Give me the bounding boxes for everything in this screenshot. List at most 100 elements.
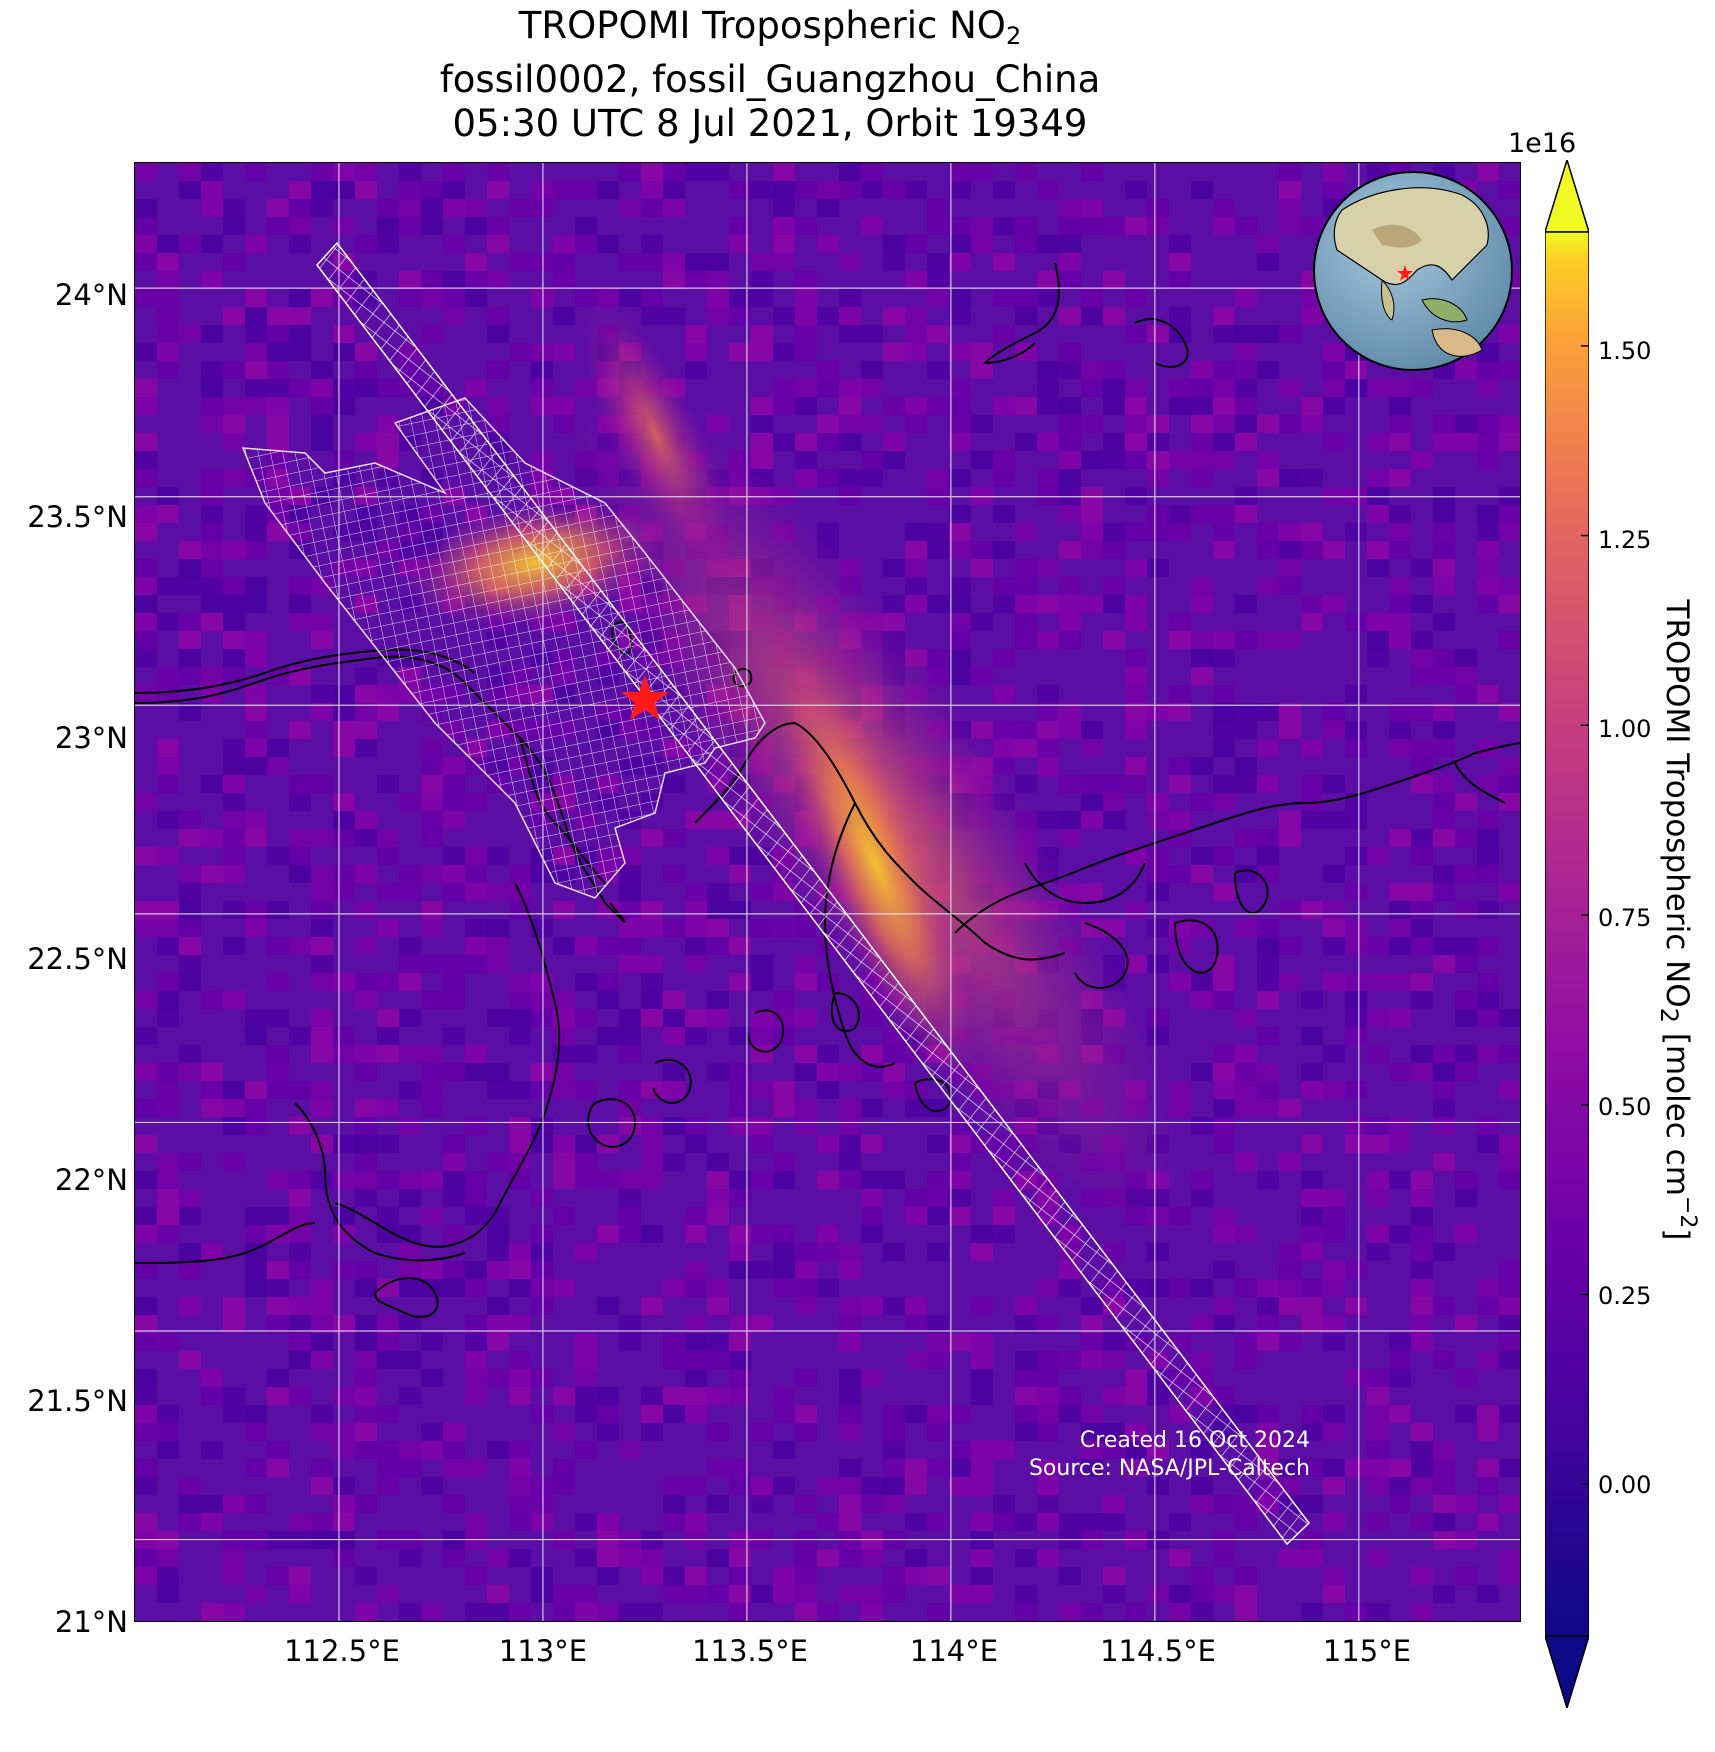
no2-pixel — [443, 1459, 465, 1477]
no2-pixel — [1499, 1045, 1520, 1063]
no2-pixel — [1235, 361, 1257, 379]
no2-pixel — [1191, 919, 1213, 937]
no2-pixel — [1235, 955, 1257, 973]
no2-pixel — [157, 757, 179, 775]
no2-pixel — [1037, 163, 1059, 181]
no2-pixel — [201, 613, 223, 631]
no2-pixel — [1477, 721, 1499, 739]
no2-pixel — [1499, 1171, 1520, 1189]
no2-pixel — [1279, 631, 1301, 649]
no2-pixel — [1213, 1387, 1235, 1405]
no2-pixel — [575, 1153, 597, 1171]
no2-pixel — [179, 1063, 201, 1081]
no2-pixel — [1169, 523, 1191, 541]
no2-pixel — [509, 271, 531, 289]
no2-pixel — [333, 883, 355, 901]
y-tick-label: 21°N — [54, 1605, 128, 1639]
no2-pixel — [1103, 577, 1125, 595]
no2-pixel — [245, 721, 267, 739]
no2-pixel — [1301, 469, 1323, 487]
no2-pixel — [1125, 559, 1147, 577]
no2-pixel — [553, 1585, 575, 1603]
no2-pixel — [1257, 1405, 1279, 1423]
no2-pixel — [135, 1009, 157, 1027]
no2-pixel — [1279, 721, 1301, 739]
no2-pixel — [399, 1441, 421, 1459]
no2-pixel — [971, 217, 993, 235]
no2-pixel — [421, 181, 443, 199]
no2-pixel — [509, 1027, 531, 1045]
no2-pixel — [201, 829, 223, 847]
no2-pixel — [311, 1459, 333, 1477]
no2-pixel — [135, 217, 157, 235]
no2-pixel — [685, 1351, 707, 1369]
no2-pixel — [531, 253, 553, 271]
no2-pixel — [509, 865, 531, 883]
no2-pixel — [1103, 271, 1125, 289]
no2-pixel — [1191, 451, 1213, 469]
no2-pixel — [553, 289, 575, 307]
no2-pixel — [1455, 1297, 1477, 1315]
no2-pixel — [333, 1027, 355, 1045]
no2-pixel — [135, 289, 157, 307]
no2-pixel — [245, 1495, 267, 1513]
no2-pixel — [157, 1225, 179, 1243]
no2-pixel — [1015, 523, 1037, 541]
no2-pixel — [1477, 1189, 1499, 1207]
no2-pixel — [663, 307, 685, 325]
no2-pixel — [1279, 829, 1301, 847]
no2-pixel — [1499, 1549, 1520, 1567]
no2-pixel — [421, 1261, 443, 1279]
no2-pixel — [1477, 685, 1499, 703]
no2-pixel — [1499, 451, 1520, 469]
no2-pixel — [1323, 937, 1345, 955]
no2-pixel — [905, 181, 927, 199]
no2-pixel — [1213, 379, 1235, 397]
no2-pixel — [355, 1189, 377, 1207]
no2-pixel — [949, 217, 971, 235]
no2-pixel — [179, 973, 201, 991]
no2-pixel — [1389, 1405, 1411, 1423]
no2-pixel — [1499, 523, 1520, 541]
no2-pixel — [333, 343, 355, 361]
no2-pixel — [1015, 1279, 1037, 1297]
no2-pixel — [1367, 1171, 1389, 1189]
no2-pixel — [1301, 1315, 1323, 1333]
no2-pixel — [1037, 289, 1059, 307]
no2-pixel — [949, 163, 971, 181]
no2-pixel — [795, 1117, 817, 1135]
no2-pixel — [1125, 757, 1147, 775]
no2-pixel — [1345, 1369, 1367, 1387]
no2-pixel — [1433, 775, 1455, 793]
no2-pixel — [157, 235, 179, 253]
no2-pixel — [1059, 505, 1081, 523]
no2-pixel — [421, 1441, 443, 1459]
no2-pixel — [1015, 487, 1037, 505]
no2-pixel — [1477, 559, 1499, 577]
no2-pixel — [267, 559, 289, 577]
no2-pixel — [817, 235, 839, 253]
no2-pixel — [135, 469, 157, 487]
no2-pixel — [1235, 433, 1257, 451]
no2-pixel — [157, 1171, 179, 1189]
no2-pixel — [1367, 1423, 1389, 1441]
no2-pixel — [1015, 1423, 1037, 1441]
no2-pixel — [135, 451, 157, 469]
no2-pixel — [157, 973, 179, 991]
no2-pixel — [993, 217, 1015, 235]
no2-pixel — [1499, 487, 1520, 505]
no2-pixel — [641, 1549, 663, 1567]
no2-pixel — [267, 325, 289, 343]
no2-pixel — [1125, 703, 1147, 721]
no2-pixel — [839, 433, 861, 451]
no2-pixel — [1499, 433, 1520, 451]
title-line-2: fossil0002, fossil_Guangzhou_China — [439, 58, 1101, 101]
no2-pixel — [443, 865, 465, 883]
no2-pixel — [641, 1297, 663, 1315]
no2-pixel — [443, 973, 465, 991]
no2-pixel — [795, 469, 817, 487]
colorbar-extend-bottom — [1545, 1635, 1589, 1708]
no2-pixel — [245, 1225, 267, 1243]
no2-pixel — [1213, 1063, 1235, 1081]
no2-pixel — [311, 1405, 333, 1423]
